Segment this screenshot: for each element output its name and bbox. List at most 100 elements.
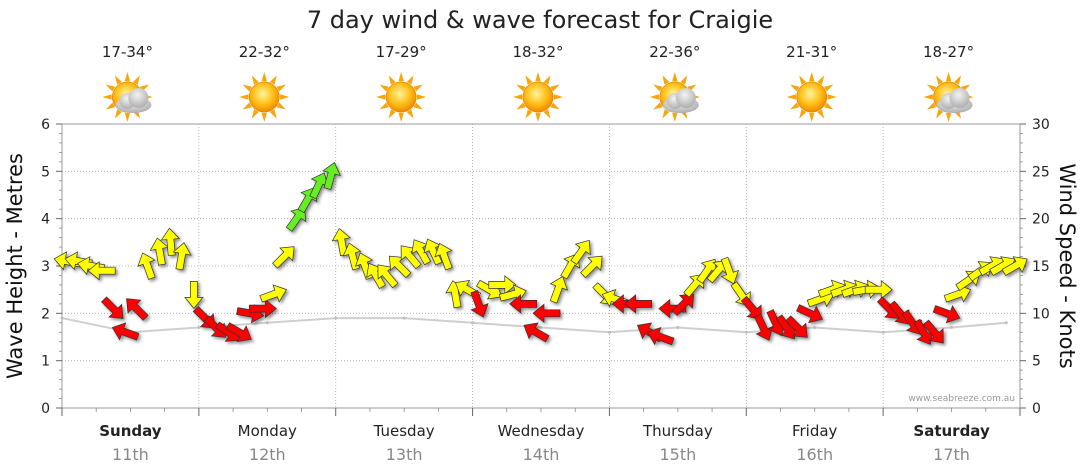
left-tick-label: 6 bbox=[41, 117, 50, 133]
wind-arrow bbox=[87, 260, 116, 281]
sun-ray bbox=[239, 94, 249, 100]
wind-arrow bbox=[754, 313, 774, 341]
wind-arrow bbox=[225, 322, 252, 343]
cloud-puff bbox=[128, 88, 149, 108]
wave-height-point bbox=[402, 316, 406, 320]
wind-arrow bbox=[248, 298, 277, 319]
sun-ray bbox=[543, 75, 551, 85]
sun-ray bbox=[406, 75, 414, 85]
sun-ray bbox=[535, 72, 541, 82]
sun-ray bbox=[413, 84, 423, 92]
wave-height-point bbox=[265, 321, 269, 325]
sun-ray bbox=[926, 102, 937, 110]
wind-arrow bbox=[126, 298, 149, 321]
wind-arrow bbox=[696, 258, 717, 284]
right-tick-label: 15 bbox=[1032, 259, 1050, 275]
sun-ray bbox=[276, 102, 286, 110]
day-date-label: 17th bbox=[933, 445, 970, 464]
day-date-label: 12th bbox=[249, 445, 286, 464]
sun-ray bbox=[105, 84, 116, 92]
sun-ray bbox=[649, 94, 660, 100]
wind-arrow bbox=[388, 255, 412, 279]
sun-ray bbox=[926, 84, 937, 92]
sun-ray bbox=[817, 75, 825, 85]
sun-ray bbox=[827, 94, 837, 100]
sun-ray bbox=[550, 102, 560, 110]
day-name-label: Monday bbox=[238, 422, 297, 440]
sun-ray bbox=[398, 112, 404, 122]
sun-ray bbox=[242, 84, 252, 92]
right-tick-label: 30 bbox=[1032, 117, 1050, 133]
plot-area bbox=[61, 123, 1021, 409]
sun-ray bbox=[809, 72, 815, 82]
wave-height-point bbox=[950, 326, 954, 330]
sun-ray bbox=[672, 112, 678, 122]
sun-ray bbox=[662, 75, 670, 85]
sun-ray bbox=[406, 109, 414, 119]
sun-ray bbox=[379, 84, 389, 92]
day-name-label: Friday bbox=[792, 422, 838, 440]
wind-arrow bbox=[470, 290, 489, 318]
wave-height-point bbox=[881, 330, 885, 334]
cloud-shape bbox=[115, 88, 152, 113]
sun-ray bbox=[513, 94, 523, 100]
sun-ray bbox=[680, 75, 688, 85]
sun-disc bbox=[248, 81, 280, 113]
cloud-shape bbox=[662, 88, 699, 113]
wave-height-point bbox=[197, 326, 201, 330]
sun-ray bbox=[790, 84, 800, 92]
sun-ray bbox=[516, 84, 526, 92]
sun-ray bbox=[525, 109, 533, 119]
wind-arrow bbox=[377, 264, 399, 289]
sunny-icon bbox=[376, 72, 427, 122]
wind-arrow bbox=[796, 304, 823, 324]
sun-ray bbox=[413, 102, 423, 110]
wind-arrow bbox=[259, 284, 287, 303]
credit-text: www.seabreeze.com.au bbox=[908, 394, 1015, 404]
sun-ray bbox=[923, 94, 933, 100]
sun-ray bbox=[809, 112, 815, 122]
sunny-icon bbox=[786, 72, 837, 122]
sun-ray bbox=[550, 84, 560, 92]
sun-ray bbox=[954, 75, 962, 85]
day-date-label: 16th bbox=[796, 445, 833, 464]
sun-ray bbox=[662, 109, 670, 119]
right-axis-ticks: 0 5 10 15 20 25 30 bbox=[1020, 117, 1050, 417]
wave-height-point bbox=[60, 316, 64, 320]
wind-arrow bbox=[137, 252, 156, 280]
sun-ray bbox=[269, 109, 277, 119]
left-tick-label: 2 bbox=[41, 306, 50, 322]
wind-arrow bbox=[532, 303, 561, 324]
sun-ray bbox=[653, 102, 663, 110]
wind-arrow bbox=[423, 238, 443, 266]
sun-ray bbox=[525, 75, 533, 85]
wind-arrow bbox=[272, 246, 295, 269]
sun-ray bbox=[936, 109, 944, 119]
partly-cloudy-icon bbox=[923, 72, 974, 122]
wind-arrow bbox=[671, 293, 695, 317]
wind-arrow bbox=[580, 255, 603, 279]
day-temperature: 21-31° bbox=[786, 43, 837, 61]
sun-ray bbox=[376, 94, 386, 100]
wind-arrow bbox=[1001, 256, 1028, 277]
sun-ray bbox=[379, 102, 389, 110]
left-tick-label: 4 bbox=[41, 212, 50, 228]
sun-ray bbox=[261, 112, 267, 122]
weather-icon-row bbox=[102, 72, 974, 122]
wind-arrow bbox=[285, 206, 307, 232]
partly-cloudy-icon bbox=[649, 72, 700, 122]
sun-ray bbox=[553, 94, 563, 100]
sun-ray bbox=[790, 102, 800, 110]
left-tick-label: 5 bbox=[41, 164, 50, 180]
sun-ray bbox=[114, 75, 122, 85]
wind-arrow bbox=[922, 319, 944, 344]
sun-ray bbox=[945, 72, 952, 82]
sun-ray bbox=[535, 112, 541, 122]
left-axis-ticks: 0 1 2 3 4 5 6 bbox=[41, 117, 62, 417]
sun-ray bbox=[786, 94, 796, 100]
sun-ray bbox=[269, 75, 277, 85]
temperature-row: 17-34° 22-32° 17-29° 18-32° 22-36° 21-31° 18-2… bbox=[102, 43, 974, 61]
wind-arrow bbox=[400, 245, 422, 270]
day-name-label: Sunday bbox=[99, 422, 162, 440]
